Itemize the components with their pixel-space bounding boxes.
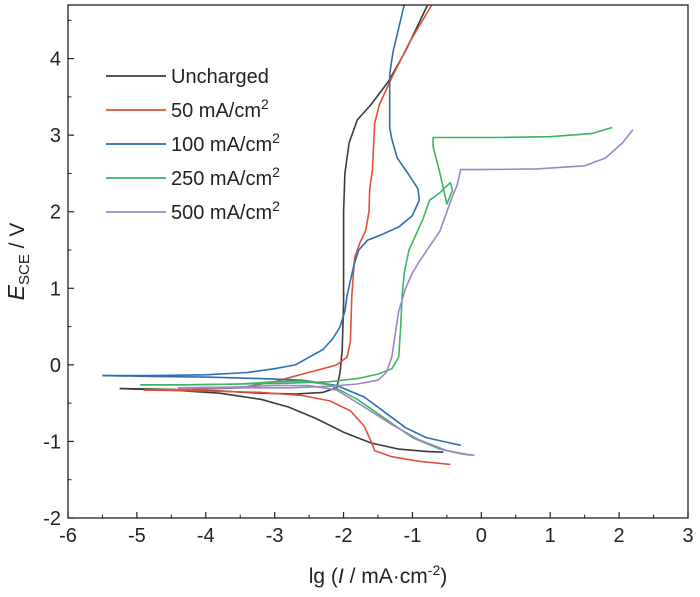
x-tick-label: -6 bbox=[59, 525, 77, 547]
y-label-subscript: SCE bbox=[16, 254, 33, 285]
x-tick-label: -4 bbox=[197, 525, 215, 547]
x-label-prefix: lg ( bbox=[309, 565, 338, 588]
x-tick-label: -2 bbox=[335, 525, 353, 547]
y-tick-label: -2 bbox=[43, 508, 61, 530]
legend-label-superscript: 2 bbox=[272, 164, 280, 180]
legend-label-superscript: 2 bbox=[272, 198, 280, 214]
legend-label-superscript: 2 bbox=[272, 130, 280, 146]
series-line bbox=[143, 389, 451, 466]
x-tick-label: 0 bbox=[476, 525, 487, 547]
plot-frame bbox=[67, 4, 689, 519]
x-tick-label: 3 bbox=[682, 525, 693, 547]
series-line bbox=[178, 129, 634, 389]
x-axis-label: lg (I / mA·cm-2) bbox=[309, 562, 447, 588]
legend-label-superscript: 2 bbox=[261, 96, 269, 112]
y-label-suffix: / V bbox=[6, 223, 29, 255]
series-line bbox=[178, 384, 475, 456]
legend-label-base: 100 mA/cm bbox=[171, 134, 272, 156]
legend-label: 100 mA/cm2 bbox=[171, 130, 280, 156]
y-label-main: E bbox=[3, 284, 29, 300]
legend-label: 500 mA/cm2 bbox=[171, 198, 280, 224]
x-label-superscript: -2 bbox=[428, 562, 441, 578]
legend-label-base: Uncharged bbox=[171, 66, 269, 88]
y-tick-label: 0 bbox=[50, 355, 61, 377]
series-curves bbox=[102, 4, 634, 466]
x-tick-label: 2 bbox=[614, 525, 625, 547]
y-tick-label: 4 bbox=[50, 49, 61, 71]
legend-label-base: 250 mA/cm bbox=[171, 168, 272, 190]
legend-label: 50 mA/cm2 bbox=[171, 96, 269, 122]
x-tick-label: -3 bbox=[266, 525, 284, 547]
y-axis-label: ESCE / V bbox=[3, 223, 33, 301]
series-line bbox=[119, 387, 444, 453]
legend-label-base: 500 mA/cm bbox=[171, 202, 272, 224]
x-tick-label: 1 bbox=[545, 525, 556, 547]
series-line bbox=[143, 4, 433, 391]
y-tick-label: 3 bbox=[50, 125, 61, 147]
legend-label: Uncharged bbox=[171, 66, 269, 88]
x-label-suffix: ) bbox=[440, 565, 447, 588]
legend-label-base: 50 mA/cm bbox=[171, 100, 261, 122]
y-tick-label: -1 bbox=[43, 431, 61, 453]
x-tick-label: -1 bbox=[404, 525, 422, 547]
legend-label: 250 mA/cm2 bbox=[171, 164, 280, 190]
axis-ticks: -6 -5 -4 -3 -2 -1 0 1 2 3 -2 -1 0 1 2 3 4 bbox=[43, 19, 694, 547]
x-label-middle: / mA·cm bbox=[344, 565, 428, 588]
series-line bbox=[102, 374, 461, 447]
x-label-italic: I bbox=[338, 565, 344, 588]
series-line bbox=[102, 4, 421, 377]
x-tick-label: -5 bbox=[128, 525, 146, 547]
y-tick-label: 1 bbox=[50, 278, 61, 300]
y-tick-label: 2 bbox=[50, 202, 61, 224]
series-line bbox=[140, 126, 613, 386]
